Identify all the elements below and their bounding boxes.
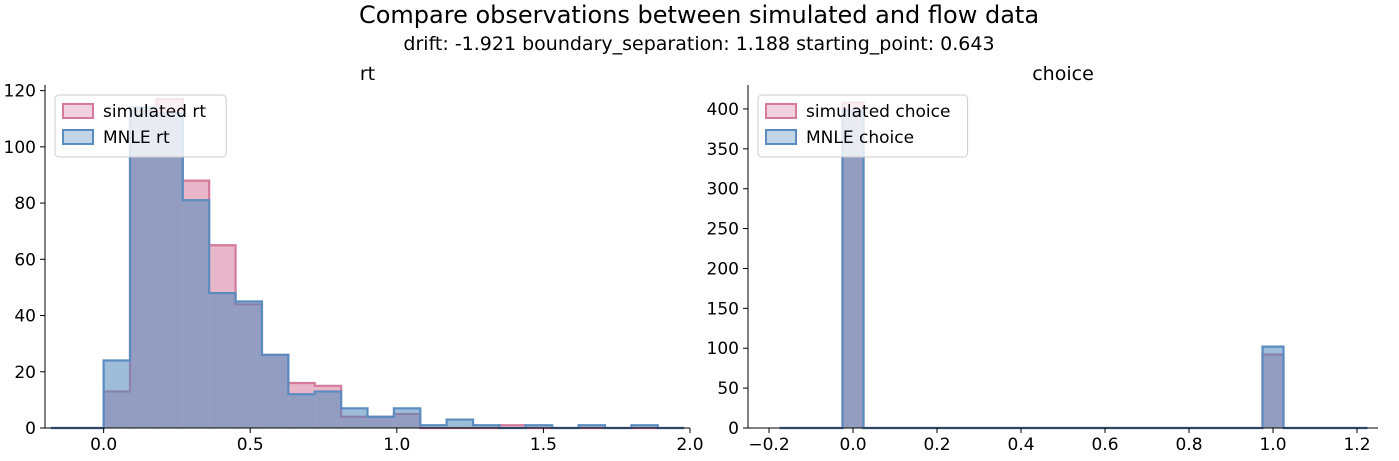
bar bbox=[1262, 346, 1284, 428]
y-tick-label: 60 bbox=[14, 250, 36, 270]
legend-swatch bbox=[62, 103, 94, 119]
bar bbox=[420, 425, 447, 428]
y-tick-label: 80 bbox=[14, 194, 36, 214]
x-tick-label: 0.5 bbox=[237, 435, 264, 455]
y-tick-label: 40 bbox=[14, 307, 36, 327]
bar bbox=[631, 425, 658, 428]
x-tick-label: 0.0 bbox=[839, 435, 866, 455]
y-tick-label: 150 bbox=[707, 299, 739, 319]
legend-swatch bbox=[765, 129, 797, 145]
bar bbox=[156, 113, 183, 429]
bar bbox=[446, 419, 474, 428]
bar bbox=[578, 425, 605, 428]
series-mnle bbox=[779, 109, 1368, 430]
x-tick-label: 0.6 bbox=[1091, 435, 1118, 455]
figure-subtitle: drift: -1.921 boundary_separation: 1.188… bbox=[403, 33, 994, 55]
choice-histogram-axes: choice −0.2 0.0 0.2 0.4 0.6 0.8 1.0 1.2 0 50 100 150… bbox=[707, 63, 1378, 455]
x-tick-label: 0.2 bbox=[923, 435, 950, 455]
bar bbox=[314, 391, 342, 428]
series-mnle bbox=[50, 106, 685, 430]
bar bbox=[341, 408, 368, 428]
bar bbox=[499, 425, 526, 428]
y-tick-label: 250 bbox=[707, 220, 739, 240]
figure-title: Compare observations between simulated a… bbox=[359, 1, 1039, 29]
y-tick-label: 400 bbox=[707, 100, 739, 120]
y-tick-label: 200 bbox=[707, 259, 739, 279]
y-tick-label: 100 bbox=[707, 339, 739, 359]
x-tick-label: 0.4 bbox=[1007, 435, 1034, 455]
x-tick-label: −0.2 bbox=[748, 435, 789, 455]
legend-frame bbox=[54, 94, 227, 158]
y-tick-label: 120 bbox=[4, 82, 36, 102]
legend: simulated choice MNLE choice bbox=[757, 94, 969, 158]
legend: simulated rt MNLE rt bbox=[54, 94, 227, 158]
y-tick-label: 350 bbox=[707, 140, 739, 160]
bar bbox=[130, 107, 157, 428]
x-tick-label: 1.5 bbox=[530, 435, 557, 455]
legend-swatch bbox=[62, 129, 94, 145]
y-tick-label: 0 bbox=[25, 419, 36, 439]
legend-label: MNLE rt bbox=[103, 128, 170, 148]
legend-label: simulated choice bbox=[806, 102, 950, 122]
bar bbox=[182, 200, 210, 428]
axes-title-rt: rt bbox=[360, 63, 375, 85]
bar bbox=[288, 394, 315, 428]
axes-title-choice: choice bbox=[1032, 63, 1094, 85]
bar bbox=[473, 425, 500, 428]
bar bbox=[209, 293, 236, 428]
x-tick-label: 0.0 bbox=[90, 435, 117, 455]
y-tick-label: 20 bbox=[14, 363, 36, 383]
bar bbox=[842, 110, 864, 429]
x-tick-label: 1.2 bbox=[1343, 435, 1370, 455]
legend-label: MNLE choice bbox=[806, 128, 914, 148]
bar bbox=[235, 301, 262, 428]
bar bbox=[525, 425, 553, 428]
rt-histogram-axes: rt 0.0 0.5 1.0 1.5 2.0 0 20 40 60 80 100 120 simulate… bbox=[4, 63, 704, 455]
x-tick-label: 0.8 bbox=[1175, 435, 1202, 455]
x-tick-label: 2.0 bbox=[676, 435, 703, 455]
bar bbox=[367, 416, 394, 428]
y-tick-label: 100 bbox=[4, 138, 36, 158]
bar bbox=[103, 360, 131, 428]
y-tick-label: 0 bbox=[728, 419, 739, 439]
bar bbox=[261, 354, 289, 428]
x-tick-label: 1.0 bbox=[1259, 435, 1286, 455]
y-tick-label: 300 bbox=[707, 180, 739, 200]
legend-label: simulated rt bbox=[103, 102, 206, 122]
x-tick-label: 1.0 bbox=[383, 435, 410, 455]
legend-frame bbox=[757, 94, 969, 158]
legend-swatch bbox=[765, 103, 797, 119]
y-tick-label: 50 bbox=[717, 379, 739, 399]
bar bbox=[393, 408, 421, 428]
